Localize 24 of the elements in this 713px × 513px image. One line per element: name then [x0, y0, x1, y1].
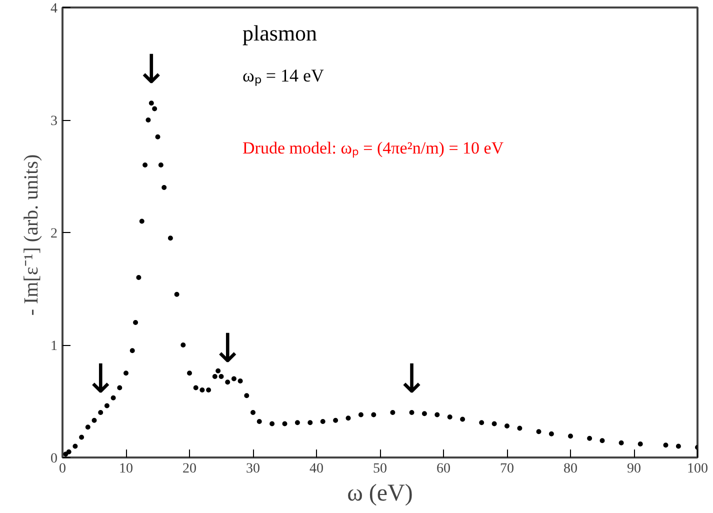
annotation: Drude model: ωₚ = (4πe²n/m) = 10 eV	[242, 138, 504, 158]
x-tick-label: 100	[687, 462, 708, 476]
x-tick-label: 30	[246, 462, 260, 476]
annotation: ωₚ = 14 eV	[242, 66, 324, 86]
y-tick-label: 2	[50, 226, 58, 242]
x-tick-label: 40	[310, 462, 324, 476]
annotation: ↓	[394, 356, 429, 402]
annotation: ↓	[84, 356, 118, 402]
y-tick-label: 3	[50, 114, 58, 129]
x-tick-label: 80	[564, 462, 578, 476]
x-tick-label: 50	[373, 462, 387, 476]
annotation: ↓	[134, 47, 168, 94]
annotation: ↓	[210, 326, 244, 372]
y-tick-label: 0	[50, 452, 58, 466]
x-tick-label: 20	[182, 462, 196, 476]
x-tick-label: 60	[436, 462, 450, 476]
x-axis-title: ω (eV)	[347, 480, 413, 506]
x-tick-label: 90	[627, 462, 641, 476]
x-tick-label: 70	[500, 462, 514, 476]
annotation: plasmon	[242, 20, 318, 46]
y-tick-label: 1	[50, 339, 58, 354]
x-tick-label: 10	[119, 462, 133, 476]
y-tick-label: 4	[50, 2, 58, 16]
y-axis-title: - Im[ε⁻¹] (arb. units)	[20, 154, 42, 316]
